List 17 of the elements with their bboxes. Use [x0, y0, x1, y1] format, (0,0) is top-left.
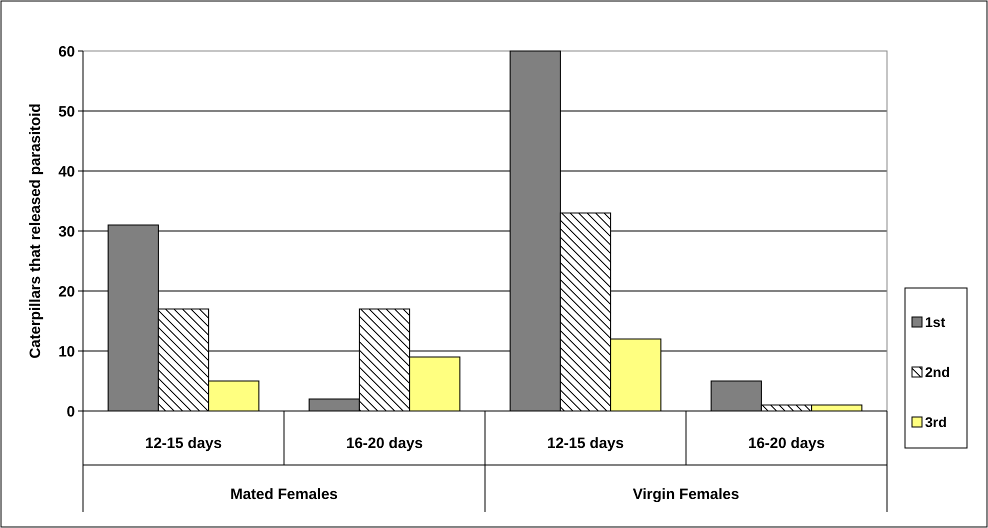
x-tick-label: 16-20 days: [748, 435, 825, 452]
x-tick-label: 12-15 days: [547, 435, 624, 452]
legend-label: 2nd: [925, 364, 950, 380]
x-tick-label: 12-15 days: [145, 435, 222, 452]
y-tick-label: 10: [58, 343, 75, 360]
x-tick-label: 16-20 days: [346, 435, 423, 452]
y-axis-title: Caterpillars that released parasitoid: [27, 103, 44, 359]
y-tick-label: 20: [58, 283, 75, 300]
y-tick-label: 30: [58, 223, 75, 240]
y-tick-label: 50: [58, 103, 75, 120]
text: Virgin Females: [632, 486, 740, 503]
y-tick-label: 60: [58, 43, 75, 60]
text: Mated Females: [230, 486, 338, 503]
legend-label: 1st: [925, 314, 946, 330]
y-tick-label: 40: [58, 163, 75, 180]
y-tick-label: 0: [66, 403, 75, 420]
legend-label: 3rd: [925, 414, 947, 430]
